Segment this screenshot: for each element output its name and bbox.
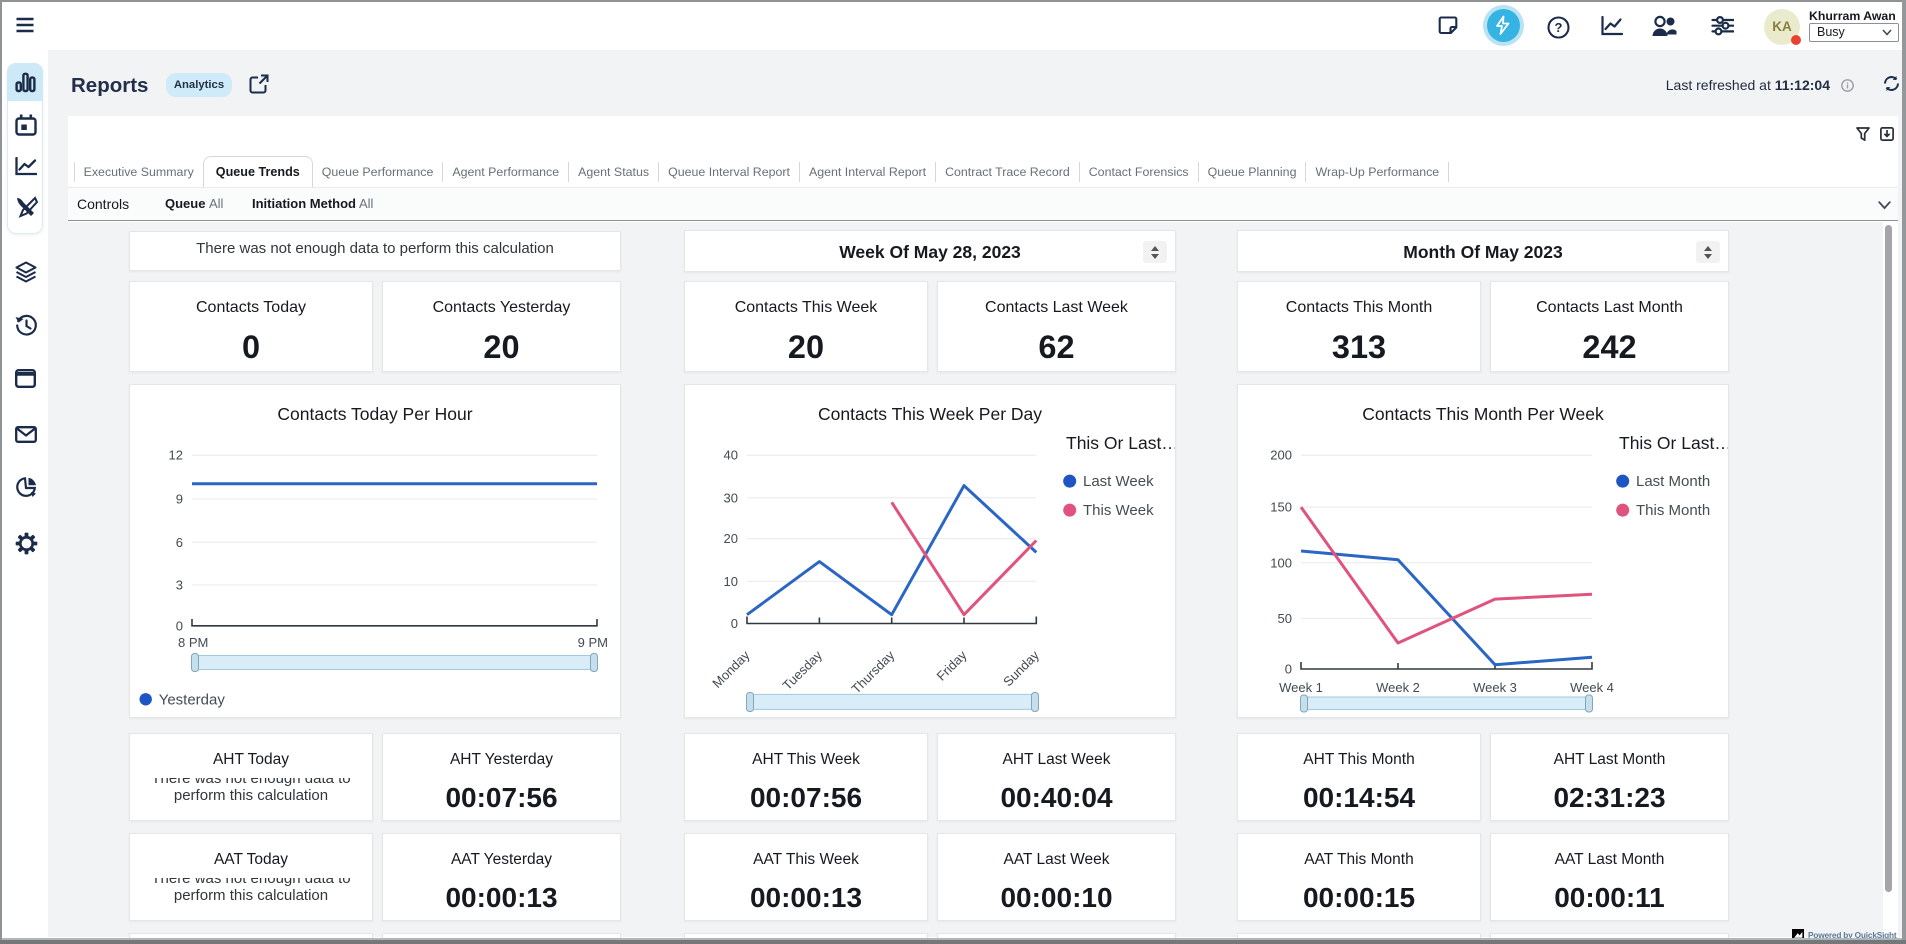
svg-text:This Or Last…: This Or Last… — [1066, 433, 1175, 453]
svg-text:Last Month: Last Month — [1636, 473, 1710, 490]
svg-text:Week 2: Week 2 — [1376, 680, 1420, 695]
svg-text:6: 6 — [176, 535, 183, 550]
svg-text:Friday: Friday — [933, 647, 969, 683]
svg-text:20: 20 — [724, 531, 738, 546]
svg-text:Contacts Today Per Hour: Contacts Today Per Hour — [277, 404, 472, 424]
svg-text:Week 3: Week 3 — [1473, 680, 1517, 695]
svg-text:10: 10 — [724, 574, 738, 589]
svg-text:Sunday: Sunday — [1000, 647, 1042, 689]
svg-text:12: 12 — [169, 448, 183, 463]
svg-text:3: 3 — [176, 578, 183, 593]
svg-text:Tuesday: Tuesday — [779, 647, 825, 693]
svg-text:0: 0 — [1285, 662, 1292, 677]
svg-text:?: ? — [1555, 20, 1563, 35]
svg-text:This Week: This Week — [1083, 502, 1154, 519]
svg-text:200: 200 — [1270, 448, 1292, 463]
svg-text:Contacts This Week Per Day: Contacts This Week Per Day — [818, 404, 1042, 424]
svg-text:40: 40 — [724, 448, 738, 463]
svg-text:0: 0 — [176, 618, 183, 633]
svg-text:50: 50 — [1278, 611, 1292, 626]
svg-text:100: 100 — [1270, 555, 1292, 570]
svg-text:9 PM: 9 PM — [578, 635, 608, 650]
svg-text:0: 0 — [731, 616, 738, 631]
svg-text:This Or Last…: This Or Last… — [1619, 433, 1728, 453]
svg-text:Contacts This Month Per Week: Contacts This Month Per Week — [1362, 404, 1604, 424]
svg-text:Yesterday: Yesterday — [159, 691, 226, 708]
svg-text:Week 1: Week 1 — [1279, 680, 1323, 695]
svg-text:Thursday: Thursday — [848, 647, 897, 696]
svg-text:30: 30 — [724, 490, 738, 505]
svg-text:This Month: This Month — [1636, 502, 1710, 519]
svg-text:Week 4: Week 4 — [1570, 680, 1614, 695]
svg-text:9: 9 — [176, 492, 183, 507]
svg-text:Monday: Monday — [709, 647, 753, 691]
svg-text:150: 150 — [1270, 500, 1292, 515]
svg-text:Last Week: Last Week — [1083, 473, 1154, 490]
svg-text:8 PM: 8 PM — [178, 635, 208, 650]
